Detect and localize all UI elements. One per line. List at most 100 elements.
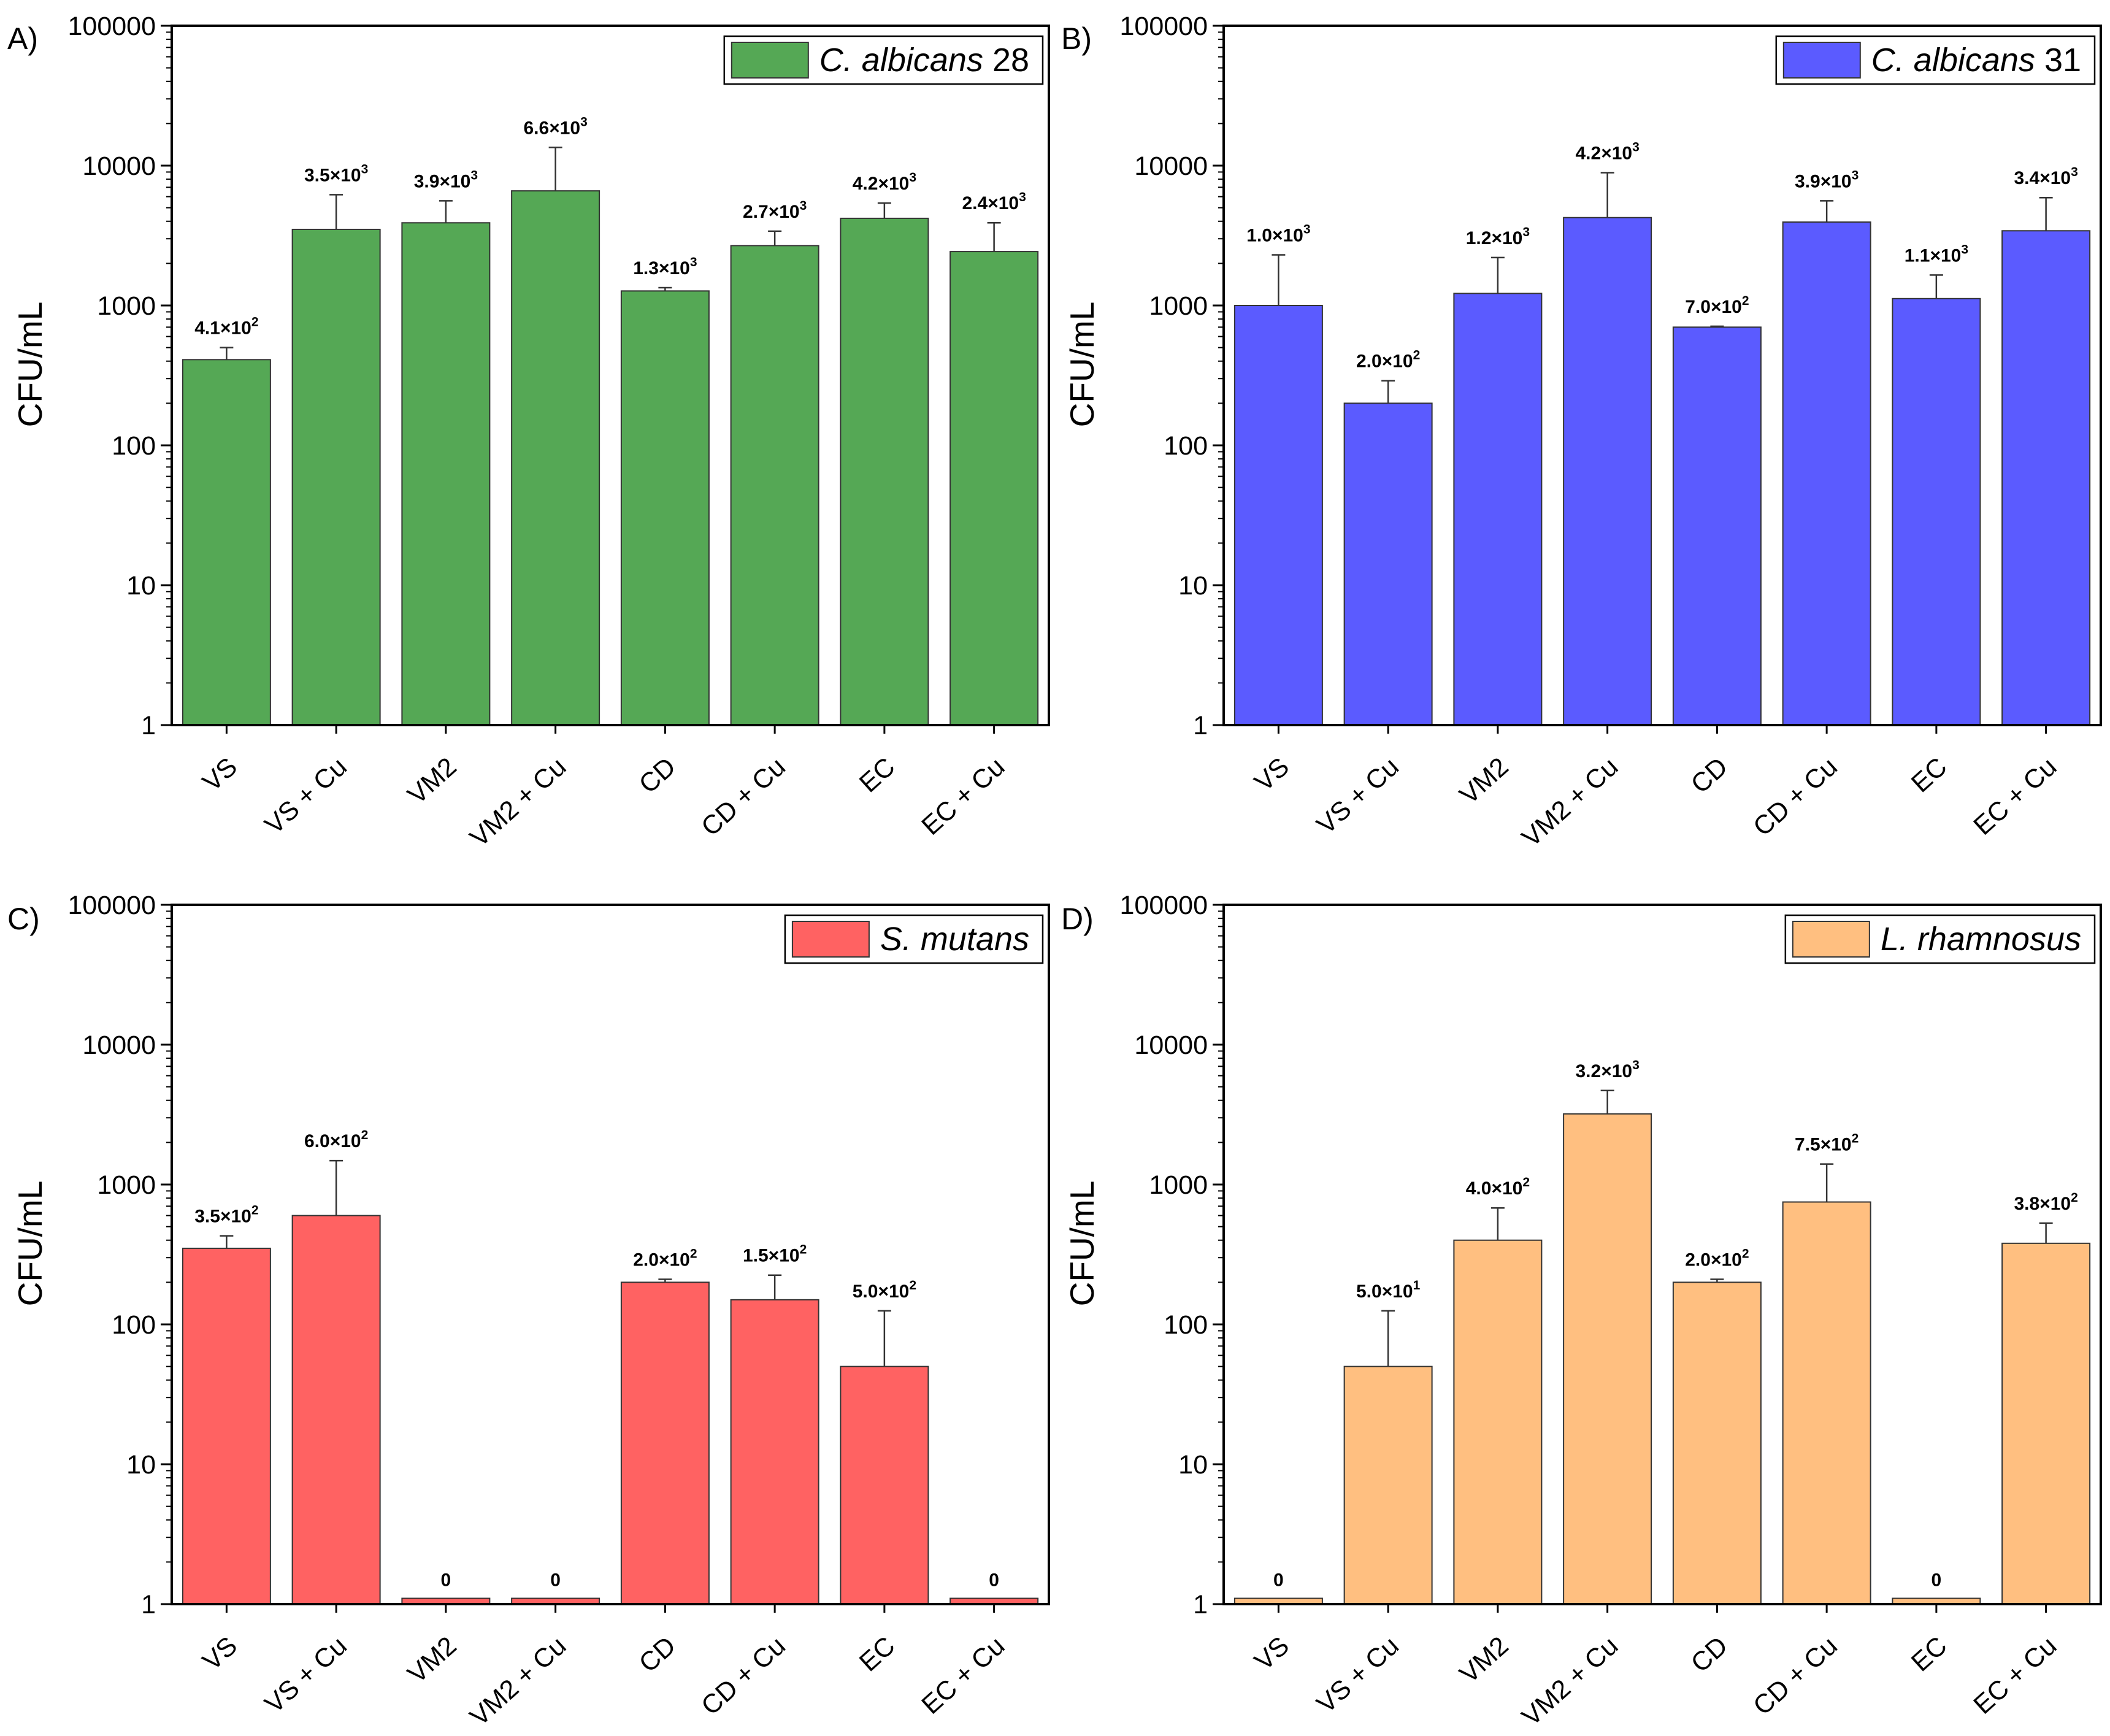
data-label-mantissa: 2.4	[962, 193, 988, 213]
data-label-times: ×10	[220, 1207, 251, 1227]
data-label-exponent: 2	[1742, 1247, 1749, 1261]
data-label: 7.5×102	[1795, 1132, 1859, 1155]
x-tick-label: CD	[634, 752, 681, 799]
data-label-times: ×10	[1820, 1135, 1852, 1155]
data-label-mantissa: 3.5	[194, 1207, 220, 1227]
y-tick-label: 10	[1178, 571, 1208, 601]
panel-label: B)	[1061, 21, 1092, 56]
data-label-exponent: 2	[251, 1204, 259, 1218]
y-axis-label: CFU/mL	[11, 302, 49, 428]
data-label-exponent: 2	[1742, 294, 1749, 308]
x-tick-label: VM2 + Cu	[1516, 752, 1624, 853]
data-label-times: ×10	[1930, 245, 1961, 266]
data-label-mantissa: 1.2	[1466, 228, 1492, 248]
data-label-mantissa: 2.0	[1356, 351, 1382, 372]
legend-species: C. albicans	[1871, 42, 2035, 79]
data-label-mantissa: 7.0	[1685, 297, 1711, 317]
data-label-exponent: 2	[251, 315, 259, 329]
y-tick-label: 10	[1178, 1450, 1208, 1480]
y-tick-label: 1000	[1149, 1170, 1208, 1200]
data-label: 3.4×103	[2014, 165, 2077, 188]
x-tick-label: VS	[1249, 752, 1295, 797]
plot-frame	[171, 904, 1050, 1605]
legend-label: C. albicans 31	[1871, 42, 2081, 79]
x-tick-label: EC	[854, 1631, 901, 1678]
data-label-mantissa: 1.0	[1246, 226, 1272, 246]
data-label-times: ×10	[769, 202, 800, 222]
data-label-exponent: 2	[1522, 1175, 1530, 1189]
x-tick-label: CD + Cu	[696, 752, 791, 842]
x-tick-label: VS + Cu	[1311, 752, 1405, 840]
data-label: 1.0×103	[1246, 223, 1310, 246]
x-tick-label: EC + Cu	[916, 1631, 1011, 1720]
bar	[620, 290, 710, 726]
bar	[840, 217, 929, 726]
data-label: 0	[550, 1570, 561, 1591]
data-label-exponent: 3	[1522, 225, 1530, 239]
x-tick-label: VS + Cu	[259, 752, 353, 840]
data-label: 6.6×103	[523, 115, 587, 138]
x-tick-label: VS	[197, 1631, 243, 1676]
bar	[840, 1365, 929, 1605]
x-tick-label: CD	[1686, 752, 1733, 799]
data-label: 3.5×102	[194, 1204, 258, 1227]
data-label-mantissa: 3.5	[304, 165, 330, 185]
bar	[1343, 1365, 1433, 1605]
data-label-mantissa: 3.4	[2014, 168, 2039, 188]
bar	[1672, 1281, 1762, 1605]
data-label-exponent: 3	[1019, 190, 1026, 204]
data-label-times: ×10	[2039, 168, 2071, 188]
bar	[182, 359, 271, 726]
y-tick-label: 1	[141, 1590, 156, 1619]
data-label-mantissa: 5.0	[1356, 1281, 1382, 1302]
data-label-exponent: 3	[690, 255, 697, 269]
legend-swatch	[1782, 42, 1861, 79]
y-tick-label: 10000	[82, 152, 156, 181]
bar	[1782, 221, 1871, 726]
y-tick-label: 10000	[82, 1031, 156, 1060]
bar	[182, 1247, 271, 1605]
legend-strain: 28	[983, 42, 1029, 79]
x-tick-label: CD	[634, 1631, 681, 1678]
data-label: 3.8×102	[2014, 1191, 2077, 1214]
legend-swatch	[731, 42, 809, 79]
data-label-mantissa: 3.9	[414, 171, 440, 191]
plot-frame	[171, 25, 1050, 726]
legend: C. albicans 31	[1775, 35, 2096, 85]
bar	[511, 190, 600, 726]
bar	[1453, 293, 1543, 726]
x-tick-label: VM2	[1454, 752, 1514, 810]
data-label-times: ×10	[1382, 1281, 1413, 1302]
legend-strain: 31	[2035, 42, 2081, 79]
data-label-times: ×10	[769, 1246, 800, 1266]
data-label: 2.0×102	[1356, 348, 1420, 372]
data-label-mantissa: 4.2	[1575, 144, 1601, 164]
x-tick-label: EC + Cu	[1968, 752, 2063, 841]
x-tick-label: VM2 + Cu	[464, 752, 572, 853]
data-label: 5.0×102	[853, 1278, 916, 1302]
x-tick-label: VS	[197, 752, 243, 797]
legend-swatch	[791, 921, 870, 958]
x-tick-label: VM2 + Cu	[1516, 1631, 1624, 1732]
bar	[2001, 1242, 2091, 1605]
data-label: 1.3×103	[633, 255, 697, 278]
data-label-mantissa: 3.2	[1575, 1061, 1601, 1081]
bar	[620, 1281, 710, 1605]
data-label-exponent: 2	[1852, 1132, 1859, 1146]
data-label-times: ×10	[1601, 1061, 1632, 1081]
data-label-exponent: 2	[361, 1128, 369, 1142]
data-label-mantissa: 5.0	[853, 1281, 878, 1302]
data-label-exponent: 3	[1303, 223, 1311, 237]
bar	[730, 1299, 819, 1605]
y-tick-label: 10	[126, 1450, 156, 1480]
y-tick-label: 1000	[1149, 291, 1208, 321]
data-label-mantissa: 4.1	[194, 318, 220, 339]
legend-label: L. rhamnosus	[1881, 921, 2081, 958]
data-label: 5.0×101	[1356, 1278, 1421, 1302]
bar	[1782, 1201, 1871, 1605]
data-label-times: ×10	[1711, 1250, 1742, 1270]
x-tick-label: VM2 + Cu	[464, 1631, 572, 1732]
